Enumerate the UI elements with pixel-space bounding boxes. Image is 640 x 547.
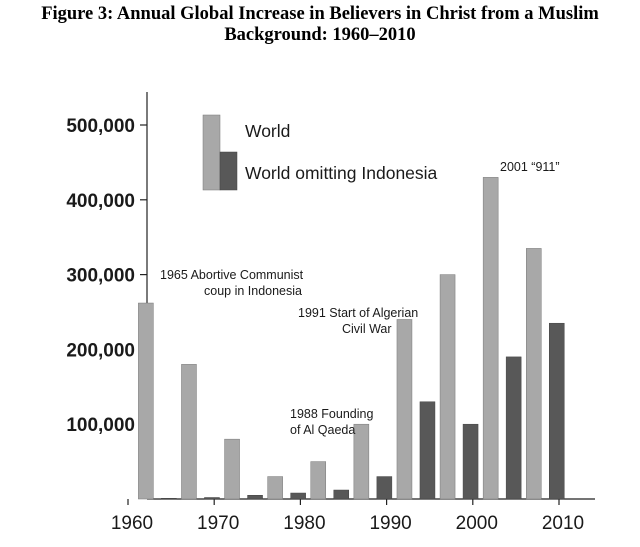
chart-title-line2: Background: 1960–2010	[224, 25, 416, 45]
x-tick-label: 2010	[542, 513, 584, 534]
annotation-text: Civil War	[342, 322, 392, 336]
y-tick-label: 200,000	[66, 340, 135, 361]
annotations: 1965 Abortive Communist coup in Indonesia…	[160, 160, 560, 437]
bar-world-omitting-indonesia	[333, 489, 350, 500]
y-tick-label: 100,000	[66, 415, 135, 436]
bar-world-omitting-indonesia	[505, 356, 522, 500]
y-tick-label: 300,000	[66, 266, 135, 287]
legend-label-world: World	[245, 121, 290, 141]
annotation-text: 1988 Founding	[290, 407, 373, 421]
annotation-text: of Al Qaeda	[290, 423, 355, 437]
bar-world	[396, 319, 413, 500]
bar-world	[482, 177, 499, 500]
x-tick-label: 2000	[456, 513, 498, 534]
x-tick-label: 1990	[369, 513, 411, 534]
y-tick-label: 500,000	[66, 116, 135, 137]
bar-world	[353, 423, 370, 500]
tick-labels: 500,000 400,000 300,000 200,000 100,000 1960 1…	[66, 116, 584, 534]
bar-world-omitting-indonesia	[549, 322, 565, 500]
legend-label-world-omitting-indonesia: World omitting Indonesia	[245, 163, 438, 183]
bar-world	[267, 476, 283, 500]
bar-world	[310, 461, 327, 500]
bar-world	[526, 248, 542, 500]
annotation-text: 2001 “911”	[500, 160, 560, 174]
bar-world-omitting-indonesia	[376, 476, 393, 500]
y-tick-label: 400,000	[66, 191, 135, 212]
annotation-text: 1965 Abortive Communist	[160, 268, 304, 282]
bar-world-omitting-indonesia	[290, 492, 306, 500]
bar-world	[439, 274, 456, 500]
annotation-text: 1991 Start of Algerian	[298, 306, 418, 320]
bar-world-omitting-indonesia	[204, 497, 220, 500]
bar-world-omitting-indonesia	[247, 495, 263, 500]
annotation-text: coup in Indonesia	[204, 284, 302, 298]
bar-world	[138, 302, 154, 500]
bar-world-omitting-indonesia	[161, 498, 177, 500]
chart-title: Figure 3: Annual Global Increase in Beli…	[0, 4, 640, 46]
legend-swatch-world	[202, 114, 221, 191]
x-tick-label: 1970	[197, 513, 239, 534]
x-tick-label: 1960	[111, 513, 153, 534]
bar-world	[181, 364, 197, 500]
bar-world-omitting-indonesia	[462, 423, 479, 500]
chart-title-line1: Figure 3: Annual Global Increase in Beli…	[41, 4, 599, 24]
bar-world	[224, 438, 240, 500]
x-tick-label: 1980	[283, 513, 325, 534]
legend: World World omitting Indonesia	[202, 114, 438, 191]
bars	[138, 177, 565, 500]
bar-world-omitting-indonesia	[419, 401, 436, 500]
legend-swatch-world-omitting-indonesia	[219, 151, 238, 191]
